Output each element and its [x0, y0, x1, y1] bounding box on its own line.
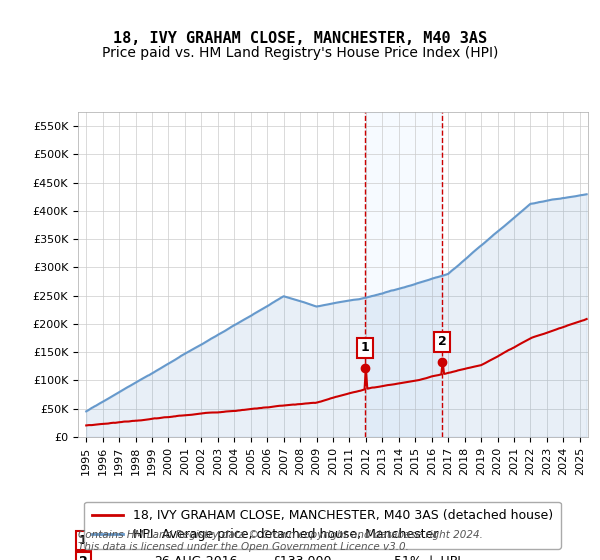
Text: 18, IVY GRAHAM CLOSE, MANCHESTER, M40 3AS: 18, IVY GRAHAM CLOSE, MANCHESTER, M40 3A…: [113, 31, 487, 46]
Text: 2: 2: [437, 335, 446, 348]
Text: Contains HM Land Registry data © Crown copyright and database right 2024.
This d: Contains HM Land Registry data © Crown c…: [78, 530, 483, 552]
Text: 26-AUG-2016: 26-AUG-2016: [155, 556, 238, 560]
Text: 16-DEC-2011: 16-DEC-2011: [155, 534, 237, 547]
Text: 2: 2: [79, 556, 88, 560]
Bar: [365, 112, 442, 437]
Text: £133,000: £133,000: [272, 556, 331, 560]
Text: 38% ↓ HPI: 38% ↓ HPI: [394, 534, 461, 547]
Legend: 18, IVY GRAHAM CLOSE, MANCHESTER, M40 3AS (detached house), HPI: Average price, : 18, IVY GRAHAM CLOSE, MANCHESTER, M40 3A…: [84, 502, 560, 549]
Text: £122,500: £122,500: [272, 534, 331, 547]
Text: 51% ↓ HPI: 51% ↓ HPI: [394, 556, 461, 560]
Text: Price paid vs. HM Land Registry's House Price Index (HPI): Price paid vs. HM Land Registry's House …: [102, 46, 498, 60]
Text: 1: 1: [79, 534, 88, 547]
Text: 1: 1: [361, 342, 370, 354]
